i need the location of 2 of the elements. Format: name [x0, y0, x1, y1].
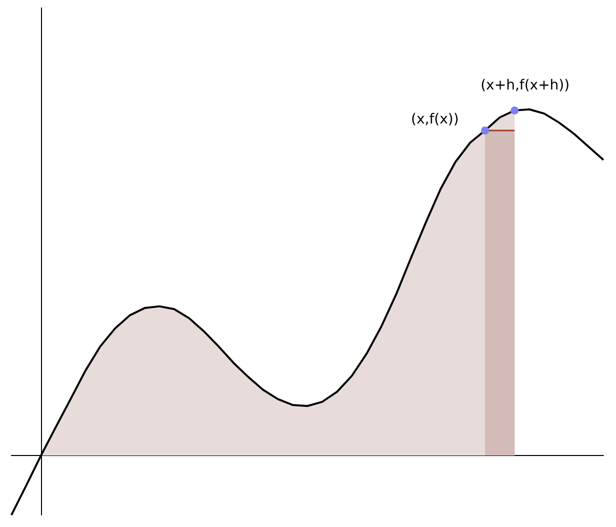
series-label: (x+h,f(x+h)) — [480, 77, 570, 94]
series-label: (x,f(x)) — [411, 112, 459, 128]
